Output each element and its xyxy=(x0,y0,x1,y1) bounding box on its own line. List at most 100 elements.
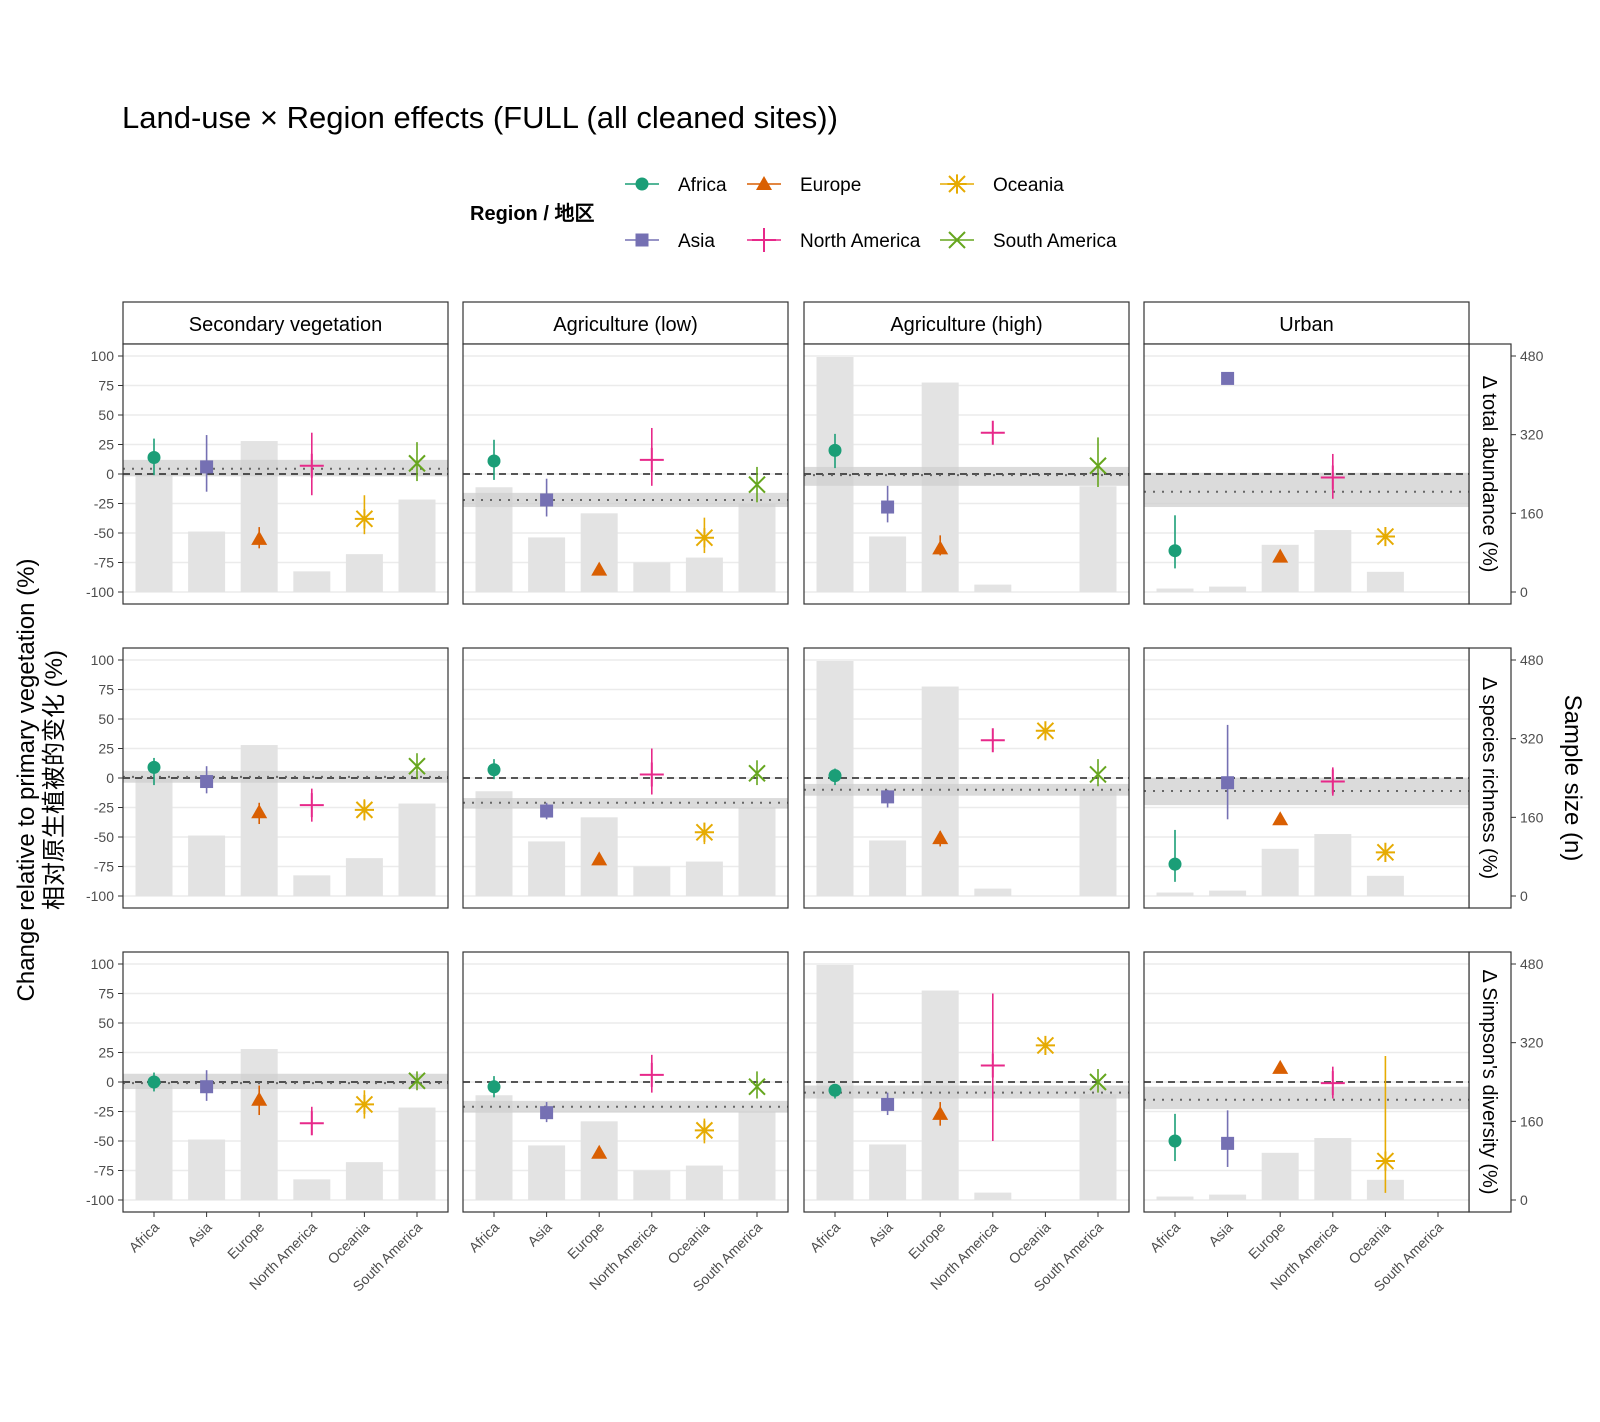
sample-size-bar xyxy=(1314,834,1352,896)
data-point-circle-marker xyxy=(147,450,161,464)
facet-row-label: Δ Simpson's diversity (%) xyxy=(1478,969,1500,1194)
sample-size-bar xyxy=(528,841,566,896)
data-point-circle-marker xyxy=(1168,1134,1182,1148)
facet-col-label: Urban xyxy=(1279,314,1333,336)
facet-strip xyxy=(462,301,789,345)
panel xyxy=(122,647,449,909)
y2-tick-label: 480 xyxy=(1520,956,1544,972)
y2-axis-title: Sample size (n) xyxy=(1559,695,1586,862)
x-tick-label: Africa xyxy=(806,1219,843,1256)
x-tick-label: Oceania xyxy=(664,1219,712,1267)
y-tick-label: 50 xyxy=(98,1015,114,1031)
sample-size-bar xyxy=(475,791,513,896)
data-point-cross-marker xyxy=(748,764,766,782)
data-point-plus-marker xyxy=(639,1062,664,1087)
sample-size-bar xyxy=(1314,1138,1352,1200)
facet-row-strip xyxy=(1468,951,1512,1213)
legend-label: Asia xyxy=(678,231,715,252)
sample-size-bar xyxy=(869,840,907,896)
sample-size-bar xyxy=(738,807,776,896)
y2-tick-label: 0 xyxy=(1520,1192,1528,1208)
facet-strip xyxy=(122,301,449,345)
data-point-asterisk-marker xyxy=(694,822,714,842)
sample-size-bar xyxy=(188,1139,226,1200)
panel xyxy=(462,647,789,909)
facet-col-label: Agriculture (high) xyxy=(890,314,1042,336)
sample-size-bar xyxy=(1156,892,1194,896)
x-tick-label: Europe xyxy=(1245,1219,1288,1262)
legend-item: Africa xyxy=(625,175,727,196)
data-point-circle-marker xyxy=(147,1075,161,1089)
y-tick-label: -50 xyxy=(94,1133,114,1149)
facet-strip xyxy=(803,301,1130,345)
facet-col-label: Agriculture (low) xyxy=(553,314,697,336)
x-tick-label: Africa xyxy=(1146,1219,1183,1256)
sample-size-bar xyxy=(580,1121,618,1200)
x-tick-label: Oceania xyxy=(1345,1219,1393,1267)
sample-size-bar xyxy=(974,888,1012,896)
sample-size-bar xyxy=(633,866,671,896)
data-point-plus-marker xyxy=(639,762,664,787)
sample-size-bar xyxy=(528,1145,566,1200)
sample-size-bar xyxy=(580,513,618,592)
y-tick-label: 0 xyxy=(106,466,114,482)
data-point-plus-marker xyxy=(1320,769,1345,794)
y2-tick-label: 0 xyxy=(1520,584,1528,600)
legend-item: Asia xyxy=(625,231,715,252)
y2-tick-label: 160 xyxy=(1520,505,1544,521)
data-point-triangle-marker xyxy=(932,1105,949,1120)
sample-size-bar xyxy=(398,499,436,592)
legend-label: North America xyxy=(800,231,921,252)
data-point-square-marker xyxy=(200,1080,214,1094)
y-tick-label: 75 xyxy=(98,378,114,394)
data-point-circle-marker xyxy=(487,763,501,777)
legend-label: South America xyxy=(993,231,1117,252)
legend-item: Europe xyxy=(747,175,861,196)
data-point-square-marker xyxy=(881,500,895,514)
data-point-cross-marker xyxy=(408,454,426,473)
sample-size-bar xyxy=(293,571,331,592)
data-point-asterisk-marker xyxy=(1375,842,1395,862)
legend-label: Oceania xyxy=(993,175,1064,196)
sample-size-bar xyxy=(345,554,383,592)
data-point-square-marker xyxy=(200,460,214,474)
sample-size-bar xyxy=(633,1170,671,1200)
data-point-triangle-marker xyxy=(932,540,949,555)
baseline-ci-band xyxy=(804,466,1129,486)
data-point-asterisk-marker xyxy=(694,528,714,548)
y2-tick-label: 480 xyxy=(1520,348,1544,364)
sample-size-bar xyxy=(188,835,226,896)
y2-tick-label: 320 xyxy=(1520,1035,1544,1051)
panel xyxy=(803,951,1130,1213)
y-axis-title-chinese: 相对原生植被的变化 (%) xyxy=(41,650,68,910)
legend-label: Africa xyxy=(678,175,727,196)
legend-label: Europe xyxy=(800,175,861,196)
data-point-triangle-marker xyxy=(591,851,608,866)
data-point-square-marker xyxy=(540,804,554,818)
y2-tick-label: 0 xyxy=(1520,888,1528,904)
data-point-triangle-marker xyxy=(1272,811,1289,826)
data-point-plus-marker xyxy=(299,793,324,818)
data-point-asterisk-marker xyxy=(1375,526,1395,547)
data-point-asterisk-marker xyxy=(1035,1035,1055,1056)
data-point-plus-marker xyxy=(980,420,1005,445)
sample-size-bar xyxy=(528,537,566,592)
panel xyxy=(122,951,449,1213)
sample-size-bar xyxy=(685,1165,723,1200)
data-point-asterisk-marker xyxy=(354,800,374,820)
data-point-square-marker xyxy=(200,775,214,789)
sample-size-bar xyxy=(738,503,776,592)
data-point-triangle-marker xyxy=(932,830,949,845)
data-point-triangle-marker xyxy=(251,530,268,545)
y-tick-label: -25 xyxy=(94,496,114,512)
y-tick-label: -25 xyxy=(94,1104,114,1120)
x-tick-label: Europe xyxy=(905,1219,948,1262)
y-tick-label: 0 xyxy=(106,1074,114,1090)
x-tick-label: Europe xyxy=(564,1219,607,1262)
data-point-cross-marker xyxy=(1089,1073,1107,1091)
data-point-circle-marker xyxy=(487,1080,501,1094)
data-point-cross-marker xyxy=(1089,765,1107,784)
sample-size-bar xyxy=(974,1192,1012,1200)
data-point-plus-marker xyxy=(639,447,664,472)
sample-size-bar xyxy=(188,531,226,592)
